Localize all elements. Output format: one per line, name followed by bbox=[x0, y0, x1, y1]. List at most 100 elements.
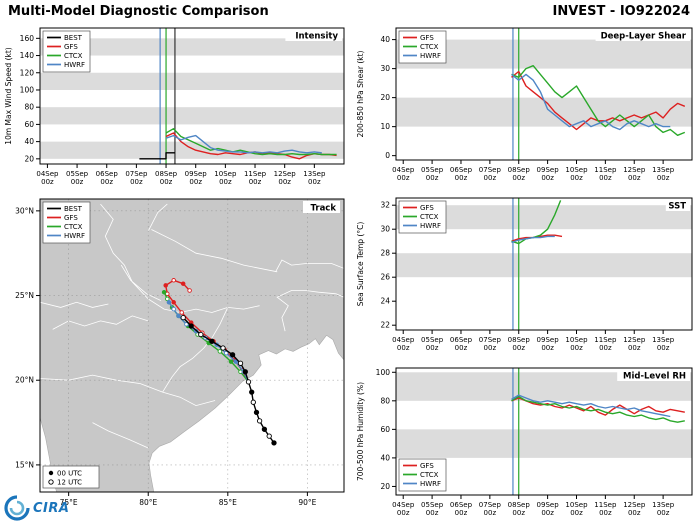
y-tick-label: 28 bbox=[380, 249, 390, 258]
logo-swirl-outer bbox=[4, 495, 30, 521]
y-tick-label: 30 bbox=[380, 64, 390, 73]
legend-label-ctcx: CTCX bbox=[420, 213, 439, 221]
y-axis-label: 700-500 hPa Humidity (%) bbox=[356, 382, 365, 481]
plot-border bbox=[395, 27, 693, 161]
x-tick-label: 12Sep bbox=[623, 336, 646, 344]
legend-label-gfs: GFS bbox=[420, 34, 434, 42]
x-tick-label: 10Sep bbox=[565, 336, 588, 344]
track-point-gfs bbox=[187, 288, 192, 293]
x-tick-label: 00z bbox=[484, 344, 497, 352]
x-tick-label: 00z bbox=[570, 344, 583, 352]
x-tick-label: 10Sep bbox=[214, 170, 237, 178]
x-tick-label: 06Sep bbox=[450, 501, 473, 509]
panel-title-bg bbox=[617, 369, 690, 381]
track-point-best bbox=[256, 418, 263, 424]
x-tick-label: 00z bbox=[426, 174, 439, 182]
x-tick-label: 00z bbox=[541, 344, 554, 352]
panel-title: Track bbox=[311, 204, 337, 214]
y-tick-label: 32 bbox=[380, 201, 390, 210]
panel-title-bg bbox=[595, 29, 690, 41]
series-line-ctcx bbox=[511, 200, 562, 245]
x-tick-label: 00z bbox=[628, 174, 641, 182]
x-tick-label: 00z bbox=[512, 174, 525, 182]
panel-title: Deep-Layer Shear bbox=[601, 32, 687, 42]
legend-label-hwrf: HWRF bbox=[64, 232, 85, 240]
x-tick-label: 12Sep bbox=[623, 166, 646, 174]
series-line-best bbox=[139, 152, 175, 160]
plot-border bbox=[395, 197, 693, 331]
x-tick-label: 09Sep bbox=[537, 501, 560, 509]
x-tick-label: 11Sep bbox=[594, 336, 617, 344]
x-tick-label: 06Sep bbox=[450, 336, 473, 344]
marker-00utc-icon bbox=[48, 470, 54, 476]
track-point-best bbox=[242, 369, 248, 375]
x-tick-label: 04Sep bbox=[36, 170, 59, 178]
x-tick-label: 13Sep bbox=[652, 501, 675, 509]
track-point-best bbox=[180, 314, 186, 321]
grid-band bbox=[40, 141, 344, 159]
state-boundary bbox=[151, 229, 278, 273]
x-tick-label: 09Sep bbox=[185, 170, 208, 178]
lat-tick-label: 15°N bbox=[15, 460, 34, 469]
lon-tick-label: 85°E bbox=[219, 498, 237, 507]
x-tick-label: 00z bbox=[541, 509, 554, 517]
x-tick-label: 00z bbox=[71, 178, 84, 186]
y-tick-label: 26 bbox=[380, 273, 390, 282]
y-tick-label: 100 bbox=[20, 85, 35, 94]
grid-band bbox=[396, 97, 692, 127]
y-axis-label: Sea Surface Temp (°C) bbox=[356, 222, 365, 307]
panel-title-bg bbox=[285, 29, 342, 41]
x-tick-label: 00z bbox=[189, 178, 202, 186]
y-tick-label: 40 bbox=[24, 137, 34, 146]
x-tick-label: 07Sep bbox=[479, 166, 502, 174]
track-point-best bbox=[266, 433, 272, 439]
x-tick-label: 00z bbox=[599, 174, 612, 182]
x-tick-label: 00z bbox=[397, 509, 410, 517]
y-tick-label: 60 bbox=[380, 425, 390, 434]
x-tick-label: 09Sep bbox=[537, 336, 560, 344]
track-line-best bbox=[182, 317, 275, 444]
panel-title-bg bbox=[303, 201, 340, 213]
legend-label-hwrf: HWRF bbox=[64, 61, 85, 69]
state-boundary bbox=[40, 374, 216, 407]
plot-border bbox=[395, 367, 693, 496]
track-point-best bbox=[220, 345, 226, 351]
cira-logo: CIRA bbox=[4, 495, 69, 521]
series-line-ctcx bbox=[511, 395, 685, 423]
x-tick-label: 00z bbox=[657, 344, 670, 352]
legend-label-hwrf: HWRF bbox=[420, 52, 441, 60]
y-tick-label: 20 bbox=[380, 93, 390, 102]
x-tick-label: 09Sep bbox=[537, 166, 560, 174]
x-tick-label: 12Sep bbox=[274, 170, 297, 178]
plot-border bbox=[39, 27, 345, 165]
y-axis-label: 10m Max Wind Speed (kt) bbox=[4, 47, 13, 144]
logo-swirl-inner bbox=[9, 500, 25, 516]
track-map: 75°E 80°E 85°E 90°E 15°N 20°N 25°N 30°N Track BES… bbox=[15, 198, 345, 507]
lat-tick-label: 25°N bbox=[15, 291, 34, 300]
track-point-gfs bbox=[163, 283, 168, 288]
track-point-gfs bbox=[180, 281, 186, 286]
x-tick-label: 00z bbox=[599, 509, 612, 517]
y-tick-label: 20 bbox=[380, 482, 390, 491]
track-point-best bbox=[250, 399, 256, 405]
cira-logo-text: CIRA bbox=[33, 500, 70, 516]
track-point-ctcx bbox=[217, 349, 223, 354]
marker-12utc-label: 12 UTC bbox=[57, 479, 82, 487]
x-tick-label: 00z bbox=[130, 178, 143, 186]
shear-chart: 01020304004Sep00z05Sep00z06Sep00z07Sep00… bbox=[356, 27, 693, 182]
legend-label-gfs: GFS bbox=[64, 214, 78, 222]
storm-id: INVEST - IO922024 bbox=[552, 4, 691, 19]
map-border bbox=[39, 198, 345, 493]
grid-band bbox=[40, 38, 344, 56]
x-tick-label: 10Sep bbox=[565, 166, 588, 174]
track-point-hwrf bbox=[176, 313, 181, 319]
legend-label-ctcx: CTCX bbox=[420, 471, 439, 479]
x-tick-label: 00z bbox=[249, 178, 262, 186]
track-point-hwrf bbox=[223, 350, 229, 356]
x-tick-label: 11Sep bbox=[594, 501, 617, 509]
track-point-hwrf bbox=[171, 306, 176, 312]
track-point-best bbox=[253, 409, 260, 416]
state-boundary bbox=[276, 290, 344, 332]
x-tick-label: 04Sep bbox=[392, 501, 415, 509]
track-point-gfs bbox=[179, 310, 184, 315]
